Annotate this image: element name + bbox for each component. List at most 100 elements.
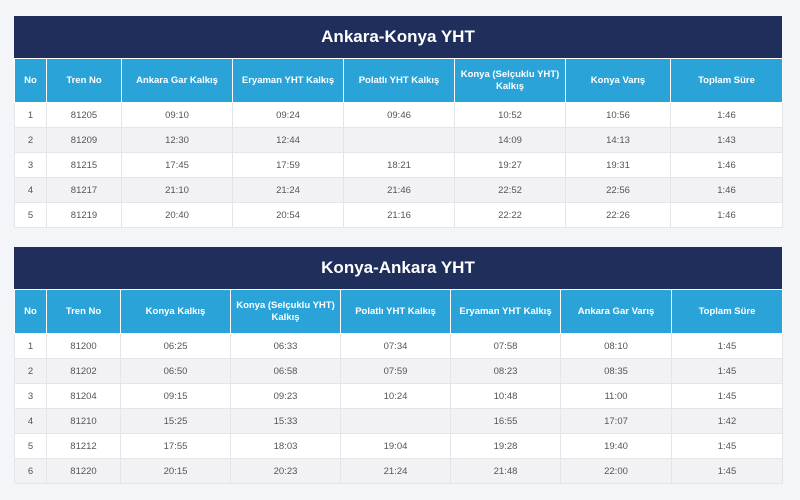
table-row: 3 81204 09:15 09:23 10:24 10:48 11:00 1:45: [14, 383, 783, 409]
cell-time: 07:34: [340, 333, 451, 359]
cell-no: 1: [14, 102, 47, 128]
header-ankara-gar-departure: Ankara Gar Kalkış: [121, 58, 233, 103]
table-row: 4 81210 15:25 15:33 16:55 17:07 1:42: [14, 408, 783, 434]
cell-time: 21:48: [450, 458, 561, 484]
header-selcuklu-departure: Konya (Selçuklu YHT) Kalkış: [454, 58, 566, 103]
table-row: 1 81205 09:10 09:24 09:46 10:52 10:56 1:46: [14, 102, 783, 128]
cell-train-no: 81209: [46, 127, 122, 153]
schedule-table: No Tren No Ankara Gar Kalkış Eryaman YHT…: [14, 58, 783, 228]
cell-no: 2: [14, 127, 47, 153]
table-title: Ankara-Konya YHT: [14, 16, 782, 58]
cell-time: 21:16: [343, 202, 455, 228]
cell-time: 18:21: [343, 152, 455, 178]
cell-no: 5: [14, 202, 47, 228]
header-eryaman-departure: Eryaman YHT Kalkış: [232, 58, 344, 103]
cell-time: 07:58: [450, 333, 561, 359]
cell-time: 10:52: [454, 102, 566, 128]
cell-time: 09:15: [120, 383, 231, 409]
cell-time: 08:10: [560, 333, 672, 359]
cell-time: 22:52: [454, 177, 566, 203]
cell-time: 22:00: [560, 458, 672, 484]
cell-total-time: 1:46: [670, 102, 783, 128]
cell-time: 10:48: [450, 383, 561, 409]
cell-time: 19:31: [565, 152, 671, 178]
cell-no: 2: [14, 358, 47, 384]
table-row: 2 81202 06:50 06:58 07:59 08:23 08:35 1:45: [14, 358, 783, 384]
cell-total-time: 1:43: [670, 127, 783, 153]
table-body: 1 81200 06:25 06:33 07:34 07:58 08:10 1:45 2 8120…: [14, 333, 783, 484]
cell-no: 3: [14, 383, 47, 409]
header-train-no: Tren No: [46, 289, 121, 334]
cell-time: 18:03: [230, 433, 341, 459]
cell-time: 19:04: [340, 433, 451, 459]
cell-time: 09:46: [343, 102, 455, 128]
table-row: 4 81217 21:10 21:24 21:46 22:52 22:56 1:46: [14, 177, 783, 203]
cell-time: 10:24: [340, 383, 451, 409]
header-konya-departure: Konya Kalkış: [120, 289, 231, 334]
cell-total-time: 1:45: [671, 358, 783, 384]
cell-time: 06:58: [230, 358, 341, 384]
konya-ankara-timetable: Konya-Ankara YHT No Tren No Konya Kalkış…: [14, 247, 783, 484]
cell-time: [340, 408, 451, 434]
cell-time: [343, 127, 455, 153]
header-konya-arrival: Konya Varış: [565, 58, 671, 103]
header-selcuklu-departure: Konya (Selçuklu YHT) Kalkış: [230, 289, 341, 334]
cell-time: 06:50: [120, 358, 231, 384]
cell-train-no: 81217: [46, 177, 122, 203]
cell-train-no: 81210: [46, 408, 121, 434]
cell-time: 17:45: [121, 152, 233, 178]
cell-time: 16:55: [450, 408, 561, 434]
cell-time: 10:56: [565, 102, 671, 128]
header-polatli-departure: Polatlı YHT Kalkış: [340, 289, 451, 334]
header-total-time: Toplam Süre: [671, 289, 783, 334]
cell-time: 21:24: [232, 177, 344, 203]
cell-total-time: 1:45: [671, 383, 783, 409]
cell-time: 19:27: [454, 152, 566, 178]
table-row: 2 81209 12:30 12:44 14:09 14:13 1:43: [14, 127, 783, 153]
cell-no: 6: [14, 458, 47, 484]
cell-train-no: 81219: [46, 202, 122, 228]
header-train-no: Tren No: [46, 58, 122, 103]
table-row: 5 81212 17:55 18:03 19:04 19:28 19:40 1:45: [14, 433, 783, 459]
cell-time: 14:09: [454, 127, 566, 153]
cell-time: 06:33: [230, 333, 341, 359]
header-ankara-gar-arrival: Ankara Gar Varış: [560, 289, 672, 334]
cell-time: 17:07: [560, 408, 672, 434]
cell-time: 08:23: [450, 358, 561, 384]
header-no: No: [14, 58, 47, 103]
cell-time: 20:15: [120, 458, 231, 484]
table-row: 3 81215 17:45 17:59 18:21 19:27 19:31 1:46: [14, 152, 783, 178]
cell-time: 09:23: [230, 383, 341, 409]
cell-time: 22:22: [454, 202, 566, 228]
cell-train-no: 81205: [46, 102, 122, 128]
cell-train-no: 81202: [46, 358, 121, 384]
table-row: 6 81220 20:15 20:23 21:24 21:48 22:00 1:45: [14, 458, 783, 484]
cell-no: 3: [14, 152, 47, 178]
cell-time: 15:33: [230, 408, 341, 434]
table-header: No Tren No Konya Kalkış Konya (Selçuklu …: [14, 289, 783, 334]
cell-no: 4: [14, 177, 47, 203]
cell-time: 11:00: [560, 383, 672, 409]
cell-time: 14:13: [565, 127, 671, 153]
cell-time: 20:40: [121, 202, 233, 228]
cell-no: 4: [14, 408, 47, 434]
cell-total-time: 1:42: [671, 408, 783, 434]
cell-time: 20:23: [230, 458, 341, 484]
cell-time: 07:59: [340, 358, 451, 384]
cell-time: 21:46: [343, 177, 455, 203]
table-title: Konya-Ankara YHT: [14, 247, 782, 289]
cell-no: 5: [14, 433, 47, 459]
cell-time: 09:10: [121, 102, 233, 128]
header-total-time: Toplam Süre: [670, 58, 783, 103]
cell-train-no: 81200: [46, 333, 121, 359]
cell-total-time: 1:46: [670, 177, 783, 203]
cell-time: 12:44: [232, 127, 344, 153]
cell-train-no: 81215: [46, 152, 122, 178]
cell-time: 20:54: [232, 202, 344, 228]
table-header: No Tren No Ankara Gar Kalkış Eryaman YHT…: [14, 58, 783, 103]
cell-time: 12:30: [121, 127, 233, 153]
cell-train-no: 81204: [46, 383, 121, 409]
cell-time: 09:24: [232, 102, 344, 128]
cell-time: 21:24: [340, 458, 451, 484]
table-body: 1 81205 09:10 09:24 09:46 10:52 10:56 1:46 2 8120…: [14, 102, 783, 228]
